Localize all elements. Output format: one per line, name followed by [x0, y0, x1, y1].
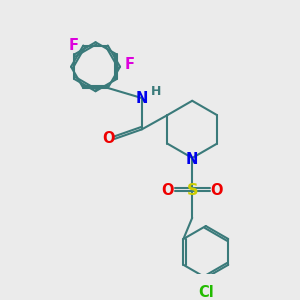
Text: O: O [211, 183, 223, 198]
Text: N: N [186, 152, 198, 167]
Text: O: O [102, 131, 115, 146]
Text: F: F [125, 56, 135, 71]
Text: Cl: Cl [198, 285, 214, 300]
Text: N: N [136, 91, 148, 106]
Text: S: S [187, 183, 198, 198]
Text: O: O [161, 183, 174, 198]
Text: F: F [68, 38, 78, 53]
Text: H: H [152, 85, 162, 98]
